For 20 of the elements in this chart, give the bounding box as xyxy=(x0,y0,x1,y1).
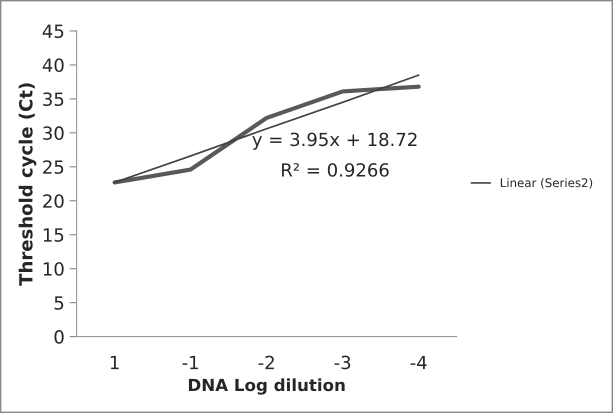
y-tick-label: 10 xyxy=(44,262,64,276)
y-tick-label: 25 xyxy=(43,160,64,174)
y-axis-title: Threshold cycle (Ct) xyxy=(18,83,36,286)
annotation: R² = 0.9266 xyxy=(282,163,389,177)
x-tick-label: -3 xyxy=(334,356,350,370)
y-tick-label: 15 xyxy=(44,228,64,242)
annotation: y = 3.95x + 18.72 xyxy=(252,132,416,150)
x-axis-title: DNA Log dilution xyxy=(188,378,345,395)
y-tick-label: 5 xyxy=(54,296,64,310)
x-tick-label: 1 xyxy=(110,356,119,370)
x-tick-label: -2 xyxy=(258,356,274,370)
y-tick-label: 45 xyxy=(42,24,64,38)
y-tick-label: 40 xyxy=(42,58,64,72)
x-tick-label: -1 xyxy=(182,356,198,370)
x-tick-label: -4 xyxy=(410,356,427,370)
y-tick-label: 0 xyxy=(54,330,64,344)
y-tick-label: 35 xyxy=(43,92,64,106)
y-tick-label: 20 xyxy=(43,194,64,208)
legend-label: Linear (Series2) xyxy=(500,178,592,189)
y-tick-label: 30 xyxy=(43,126,64,140)
